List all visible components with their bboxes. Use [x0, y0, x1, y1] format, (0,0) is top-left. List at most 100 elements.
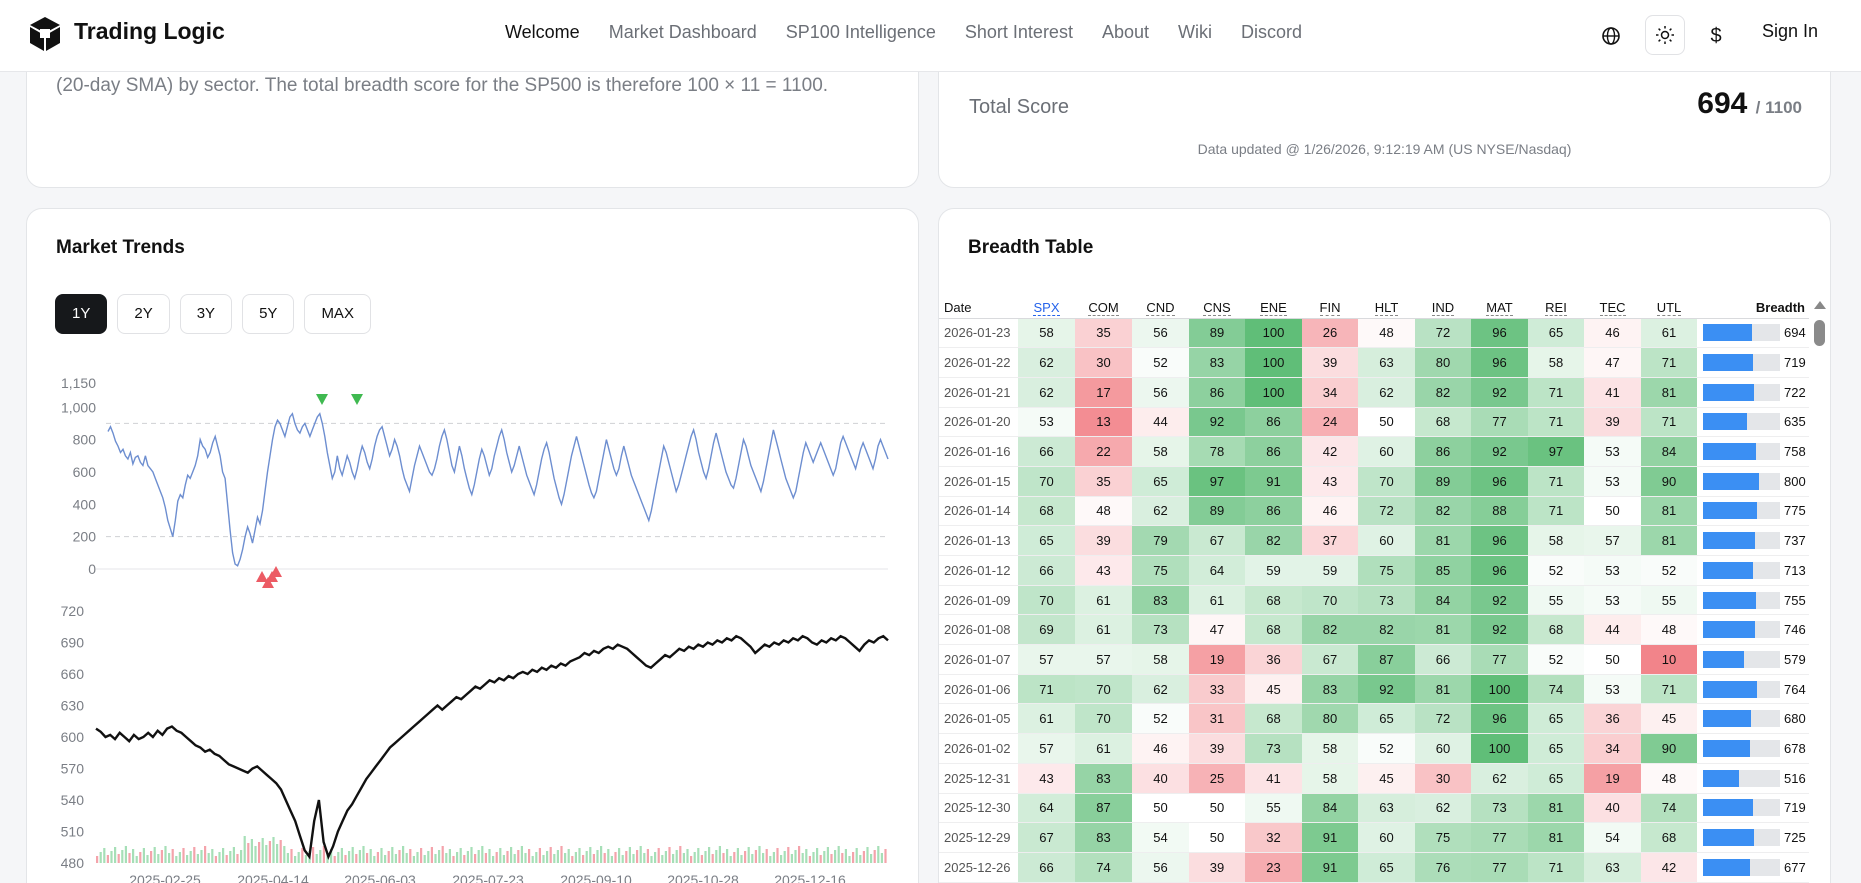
column-header-mat[interactable]: MAT: [1471, 298, 1528, 319]
range-button-5y[interactable]: 5Y: [242, 294, 295, 334]
column-header-hlt[interactable]: HLT: [1358, 298, 1415, 319]
table-cell: 71: [1018, 674, 1075, 705]
table-cell: 55: [1641, 585, 1697, 616]
nav-link-welcome[interactable]: Welcome: [505, 22, 580, 42]
nav-link-about[interactable]: About: [1101, 22, 1149, 42]
table-cell: 81: [1415, 674, 1471, 705]
table-cell: 46: [1132, 733, 1189, 764]
breadth-cell: 694: [1697, 318, 1809, 349]
column-header-cns[interactable]: CNS: [1189, 298, 1245, 319]
table-cell: 81: [1415, 525, 1471, 556]
volume-bar: [297, 852, 300, 863]
table-cell: 34: [1584, 733, 1641, 764]
breadth-bar-fill: [1703, 472, 1759, 490]
column-header-utl[interactable]: UTL: [1641, 298, 1697, 319]
table-cell: 39: [1302, 347, 1358, 378]
breadth-bar: [1703, 591, 1780, 609]
table-cell: 86: [1189, 377, 1245, 408]
volume-bar: [380, 848, 383, 863]
table-cell: 34: [1302, 377, 1358, 408]
breadth-cell: 516: [1697, 763, 1809, 794]
nav-link-sp100-intelligence[interactable]: SP100 Intelligence: [785, 22, 936, 42]
volume-bar: [103, 848, 106, 863]
total-score-max: / 1100: [1755, 98, 1802, 117]
column-header-tec[interactable]: TEC: [1584, 298, 1641, 319]
column-header-spx[interactable]: SPX: [1018, 298, 1075, 319]
table-cell: 100: [1245, 377, 1302, 408]
sign-in-button[interactable]: Sign In: [1762, 21, 1819, 41]
table-cell: 66: [1018, 555, 1075, 586]
nav-link-discord[interactable]: Discord: [1241, 22, 1303, 42]
scroll-up-arrow-icon[interactable]: [1814, 301, 1826, 309]
volume-bar: [744, 851, 747, 863]
market-trends-chart[interactable]: 1,150 1,000 800 600 400 200 0 720 690 660 630 600 57…: [0, 0, 919, 883]
volume-bar: [848, 856, 851, 863]
breadth-cell: 737: [1697, 525, 1809, 556]
table-cell: 47: [1584, 347, 1641, 378]
volume-bar: [186, 855, 189, 863]
breadth-value: 722: [1784, 384, 1806, 400]
volume-bar: [412, 856, 415, 863]
volume-bar: [351, 847, 354, 863]
logo-cube-icon[interactable]: [28, 16, 62, 52]
volume-bar: [459, 848, 462, 863]
volume-bar: [157, 854, 160, 863]
y-tick-label: 200: [73, 529, 97, 545]
nav-link-market-dashboard[interactable]: Market Dashboard: [608, 22, 757, 42]
range-button-max[interactable]: MAX: [304, 294, 371, 334]
table-cell: 50: [1189, 793, 1245, 824]
range-button-1y[interactable]: 1Y: [55, 294, 108, 334]
volume-bar: [808, 856, 811, 863]
volume-bar: [495, 852, 498, 863]
table-cell: 61: [1189, 585, 1245, 616]
table-cell: 65: [1528, 763, 1584, 794]
dollar-icon[interactable]: $: [1710, 24, 1722, 47]
volume-bar: [528, 849, 531, 863]
breadth-value: 516: [1784, 770, 1806, 786]
column-header-fin[interactable]: FIN: [1302, 298, 1358, 319]
volume-bar: [286, 853, 289, 863]
range-button-2y[interactable]: 2Y: [117, 294, 170, 334]
volume-bar: [484, 853, 487, 863]
volume-bar: [625, 851, 628, 863]
breadth-value: 775: [1784, 503, 1806, 519]
table-cell: 58: [1302, 733, 1358, 764]
column-header-cnd[interactable]: CND: [1132, 298, 1189, 319]
table-cell: 88: [1471, 496, 1528, 527]
column-header-ind[interactable]: IND: [1415, 298, 1471, 319]
volume-bar: [794, 850, 797, 863]
globe-icon[interactable]: [1593, 18, 1629, 54]
table-row: 2026-01-13 65 39 79 67 82 37 60 81 96 58 57 81 737: [939, 525, 1809, 556]
volume-bar: [160, 850, 163, 863]
table-cell: 82: [1302, 614, 1358, 646]
scroll-thumb[interactable]: [1814, 320, 1825, 346]
table-cell: 41: [1245, 763, 1302, 794]
breadth-cell: 635: [1697, 407, 1809, 438]
table-row: 2025-12-31 43 83 40 25 41 58 45 30 62 65 19 48 516: [939, 763, 1809, 794]
volume-bar: [805, 849, 808, 863]
table-cell: 64: [1018, 793, 1075, 824]
row-date: 2025-12-29: [939, 822, 1018, 853]
sun-icon[interactable]: [1645, 15, 1685, 55]
volume-bar: [146, 855, 149, 863]
table-cell: 62: [1132, 674, 1189, 705]
breadth-table: Date SPX COM CND CNS ENE FIN HLT IND MAT REI TEC UTL…: [939, 298, 1809, 883]
buy-signal-marker: [256, 571, 268, 582]
breadth-bar-fill: [1703, 621, 1756, 639]
table-cell: 62: [1415, 793, 1471, 824]
nav-link-wiki[interactable]: Wiki: [1178, 22, 1212, 42]
nav-link-short-interest[interactable]: Short Interest: [964, 22, 1073, 42]
column-header-com[interactable]: COM: [1075, 298, 1132, 319]
column-header-ene[interactable]: ENE: [1245, 298, 1302, 319]
breadth-value: 800: [1784, 473, 1806, 489]
brand-name[interactable]: Trading Logic: [74, 18, 225, 44]
volume-bar: [434, 854, 437, 863]
range-button-3y[interactable]: 3Y: [179, 294, 233, 334]
volume-bar: [376, 852, 379, 863]
column-header-rei[interactable]: REI: [1528, 298, 1584, 319]
table-scrollbar[interactable]: [1812, 298, 1826, 883]
volume-bar: [477, 850, 480, 863]
table-cell: 53: [1584, 674, 1641, 705]
row-date: 2026-01-15: [939, 466, 1018, 497]
table-row: 2026-01-08 69 61 73 47 68 82 82 81 92 68 44 48 746: [939, 614, 1809, 646]
